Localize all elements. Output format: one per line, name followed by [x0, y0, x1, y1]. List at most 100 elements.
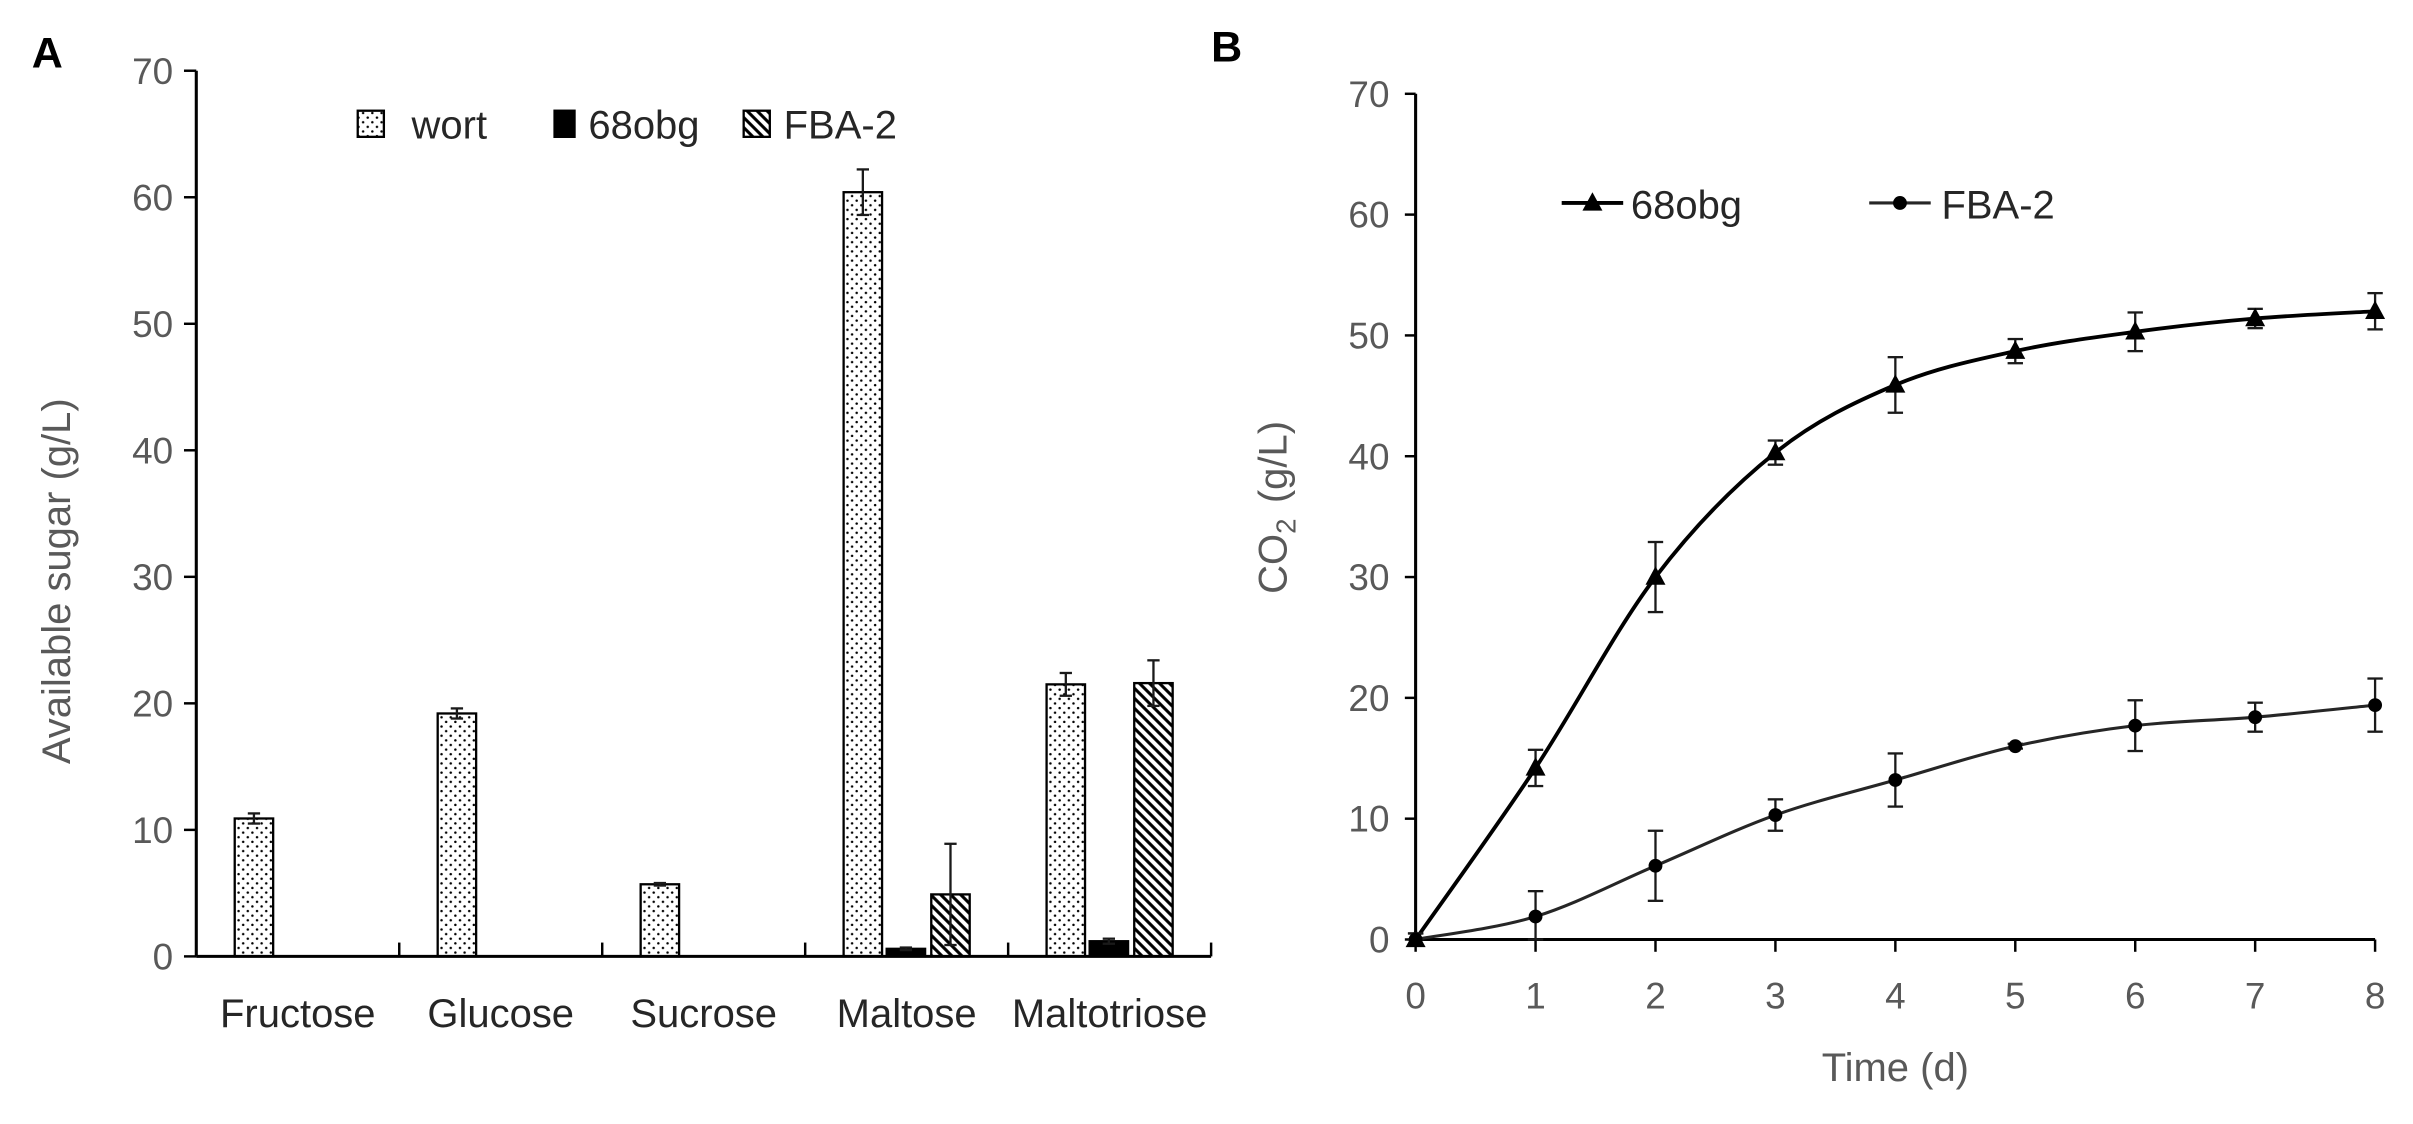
- legend-swatch-wort: [356, 109, 386, 139]
- panel-b-y-tick-label: 70: [1348, 74, 1389, 115]
- panel-b-y-tick-label: 50: [1348, 315, 1389, 356]
- panel-b-y-tick-label: 30: [1348, 557, 1389, 598]
- series-fba-2: [1407, 677, 2383, 947]
- error-bar-wort-maltose: [856, 168, 869, 217]
- panel-a-y-tick-label: 70: [132, 51, 173, 92]
- legend-item-68obg-line: 68obg: [1561, 183, 1742, 227]
- bar-fba-2-maltotriose: [1133, 681, 1174, 958]
- point-fba-2-day-2: [1648, 858, 1663, 873]
- error-bar-wort-maltotriose: [1059, 671, 1072, 697]
- panel-b-y-tick-label: 40: [1348, 436, 1389, 477]
- panel-b-y-tick-label: 0: [1369, 920, 1390, 961]
- y-axis-title-subscript: 2: [1271, 519, 1302, 534]
- panel-b-legend: 68obg FBA-2: [1561, 183, 2055, 227]
- point-fba-2-day-0: [1408, 932, 1423, 947]
- panel-b-y-axis: 0 10 20 30 40 50 60 70: [1348, 74, 1416, 961]
- bar-wort-sucrose: [639, 883, 681, 958]
- bar-wort-maltose: [842, 191, 884, 958]
- legend-label-fba-2: FBA-2: [784, 103, 897, 147]
- error-bar-68obg-maltotriose: [1102, 937, 1116, 945]
- legend-circle-marker-fba-2: [1893, 196, 1907, 210]
- panel-a-y-tick-label: 20: [132, 683, 173, 724]
- panel-b-x-tick-label: 1: [1525, 976, 1546, 1017]
- legend-label-wort: wort: [411, 103, 488, 147]
- panel-b-x-tick-label: 0: [1405, 976, 1426, 1017]
- point-68obg-day-7: [2245, 307, 2266, 327]
- category-label-maltose: Maltose: [837, 992, 977, 1036]
- category-label-glucose: Glucose: [427, 992, 574, 1036]
- point-68obg-day-2: [1645, 566, 1666, 585]
- point-fba-2-day-4: [1888, 773, 1903, 787]
- panel-b-x-axis: 0 1 2 3 4 5 6 7 8: [1405, 939, 2386, 1017]
- error-bar-68obg-maltose: [899, 946, 913, 952]
- panel-a-label: A: [32, 30, 63, 78]
- error-bar-wort-sucrose: [653, 881, 667, 887]
- panel-a-y-tick-label: 0: [153, 936, 174, 977]
- legend-item-fba-2-line: FBA-2: [1869, 183, 2055, 227]
- line-fba-2: [1415, 703, 2376, 941]
- legend-item-wort: wort: [356, 103, 488, 147]
- point-68obg-day-1: [1525, 757, 1546, 776]
- legend-label-68obg: 68obg: [588, 103, 699, 147]
- bar-wort-fructose: [233, 817, 275, 958]
- panel-b-y-tick-label: 10: [1348, 799, 1389, 840]
- point-68obg-day-6: [2125, 321, 2146, 340]
- panel-b-x-tick-label: 5: [2005, 976, 2026, 1017]
- error-bar-fba-2-maltotriose: [1147, 659, 1160, 708]
- panel-b-x-tick-label: 8: [2365, 976, 2386, 1017]
- panel-a-bars: [233, 168, 1174, 958]
- legend-item-fba-2: FBA-2: [742, 103, 897, 147]
- panel-a-y-tick-label: 60: [132, 177, 173, 218]
- panel-a-bar-chart: A Available sugar (g/L) 010203040506070 …: [32, 30, 1213, 1036]
- bar-wort-maltotriose: [1045, 683, 1087, 958]
- legend-triangle-marker-68obg: [1582, 192, 1603, 211]
- legend-label-68obg-line: 68obg: [1631, 183, 1742, 227]
- legend-item-68obg: 68obg: [553, 103, 700, 147]
- panel-b-series: [1405, 291, 2386, 948]
- panel-a-y-tick-label: 10: [132, 810, 173, 851]
- point-fba-2-day-1: [1528, 909, 1543, 924]
- legend-swatch-68obg: [553, 109, 576, 139]
- point-68obg-day-4: [1885, 374, 1906, 393]
- category-label-maltotriose: Maltotriose: [1012, 992, 1207, 1036]
- panel-b-y-axis-title: CO2 (g/L): [1251, 421, 1301, 594]
- panel-b-x-tick-label: 2: [1645, 976, 1666, 1017]
- point-fba-2-day-3: [1768, 808, 1783, 822]
- point-fba-2-day-6: [2128, 718, 2143, 733]
- bar-wort-glucose: [436, 712, 478, 958]
- panel-b-x-tick-label: 6: [2125, 976, 2146, 1017]
- y-axis-title-main: CO: [1251, 534, 1295, 594]
- series-68obg: [1405, 291, 2386, 948]
- panel-a-y-tick-label: 50: [132, 304, 173, 345]
- point-68obg-day-3: [1765, 441, 1786, 461]
- panel-a-y-axis-title: Available sugar (g/L): [35, 398, 79, 764]
- category-label-fructose: Fructose: [220, 992, 375, 1036]
- point-fba-2-day-5: [2008, 739, 2023, 754]
- error-bar-wort-fructose: [247, 812, 261, 825]
- point-fba-2-day-7: [2248, 710, 2263, 725]
- panel-b-x-axis-title: Time (d): [1822, 1046, 1969, 1090]
- line-68obg: [1414, 309, 2376, 941]
- error-bar-fba-2-maltose: [944, 842, 957, 947]
- point-68obg-day-5: [2005, 340, 2026, 359]
- panel-b-y-tick-label: 20: [1348, 678, 1389, 719]
- point-68obg-day-8: [2365, 300, 2386, 319]
- panel-a-y-axis: 0 10 20 30 40 50 60 70: [132, 51, 197, 977]
- panel-b-x-tick-label: 3: [1765, 976, 1786, 1017]
- panel-b-x-tick-label: 7: [2245, 976, 2266, 1017]
- legend-label-fba-2-line: FBA-2: [1941, 183, 2054, 227]
- panel-a-y-tick-label: 30: [132, 557, 173, 598]
- error-bar-wort-glucose: [450, 707, 464, 720]
- category-label-sucrose: Sucrose: [630, 992, 777, 1036]
- panel-b-label: B: [1211, 24, 1242, 72]
- point-fba-2-day-8: [2368, 698, 2383, 713]
- panel-a-legend: wort 68obg FBA-2: [356, 103, 897, 147]
- panel-a-x-axis: Fructose Glucose Sucrose Maltose Maltotriose: [195, 942, 1213, 1036]
- y-axis-title-unit: (g/L): [1251, 421, 1295, 503]
- panel-b-x-tick-label: 4: [1885, 976, 1906, 1017]
- panel-b-y-tick-label: 60: [1348, 195, 1389, 236]
- legend-swatch-fba-2: [742, 109, 771, 139]
- panel-a-y-tick-label: 40: [132, 430, 173, 471]
